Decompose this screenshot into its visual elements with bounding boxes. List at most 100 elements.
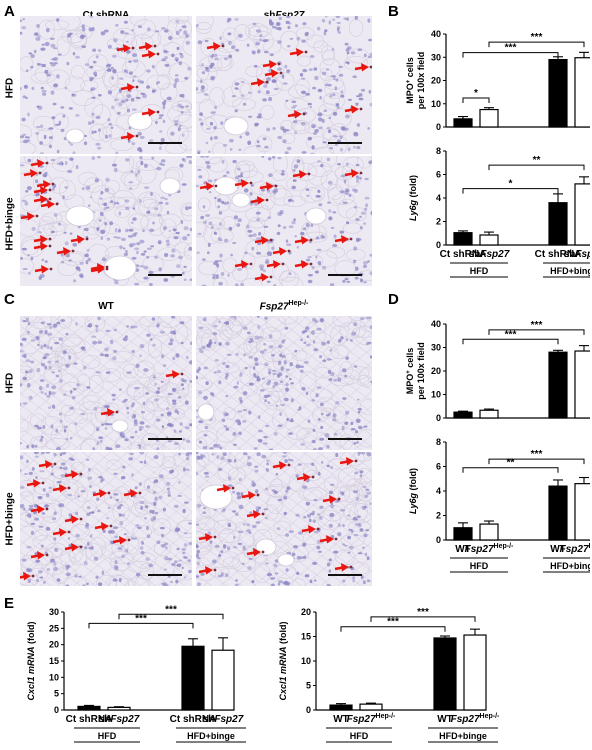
panel-a-row-label-hfd: HFD xyxy=(4,77,16,99)
x-category-label: Ct shRNA xyxy=(535,249,582,260)
red-arrow-icon xyxy=(334,563,353,572)
y-tick-label: 4 xyxy=(436,193,441,203)
x-category-label: Fsp27Hep-/- xyxy=(347,713,396,725)
red-arrow-icon xyxy=(339,457,358,466)
red-arrow-icon xyxy=(296,473,315,482)
x-category-label: WT xyxy=(455,544,471,555)
x-category-label: shFsp27 xyxy=(99,714,140,725)
y-tick-label: 20 xyxy=(49,640,59,650)
panel-letter-b: B xyxy=(388,3,399,20)
group-label: HFD+binge xyxy=(550,561,590,571)
bar xyxy=(107,706,131,711)
scale-bar xyxy=(148,274,182,276)
micrograph-texture xyxy=(196,16,372,154)
y-tick-label: 0 xyxy=(436,240,441,250)
significance-label: *** xyxy=(505,329,517,340)
x-category-label: Fsp27Hep-/- xyxy=(465,543,514,555)
micrograph-texture xyxy=(196,156,372,286)
bar xyxy=(548,58,568,128)
red-arrow-icon xyxy=(94,522,113,531)
red-arrow-icon xyxy=(301,525,320,534)
bar xyxy=(181,645,205,711)
x-category-label: Ct shRNA xyxy=(170,714,217,725)
group-label: HFD+binge xyxy=(439,731,487,741)
red-arrow-icon xyxy=(287,110,306,119)
red-arrow-icon xyxy=(52,528,71,537)
red-arrow-icon xyxy=(292,170,311,179)
bar xyxy=(211,649,235,711)
bar xyxy=(433,637,457,711)
y-tick-label: 5 xyxy=(54,689,59,699)
red-arrow-icon xyxy=(33,186,52,195)
x-category-label: WT xyxy=(333,714,349,725)
y-tick-label: 0 xyxy=(306,705,311,715)
bar xyxy=(479,234,499,246)
red-arrow-icon xyxy=(64,515,83,524)
significance-bracket xyxy=(370,616,476,622)
group-label: HFD xyxy=(350,731,369,741)
x-category-label: WT xyxy=(437,714,453,725)
red-arrow-icon xyxy=(38,460,57,469)
y-tick-label: 8 xyxy=(436,146,441,156)
group-label: HFD+binge xyxy=(187,731,235,741)
red-arrow-icon xyxy=(198,566,217,575)
red-arrow-icon xyxy=(20,572,35,581)
red-arrow-icon xyxy=(234,179,253,188)
red-arrow-icon xyxy=(289,48,308,57)
significance-bracket xyxy=(462,97,490,103)
significance-label: *** xyxy=(531,32,543,43)
bar xyxy=(548,351,568,419)
red-arrow-icon xyxy=(70,235,89,244)
bar xyxy=(359,703,383,711)
chart-e-left: 0 5 10 15 20 25 30 Cxcl1 mRNA (fold) *** *** Ct sh… xyxy=(26,604,246,743)
y-tick-label: 10 xyxy=(431,99,441,109)
significance-bracket xyxy=(88,622,194,629)
significance-label: *** xyxy=(165,604,177,615)
significance-label: *** xyxy=(531,449,543,460)
red-arrow-icon xyxy=(272,461,291,470)
scale-bar xyxy=(148,142,182,144)
x-category-label: WT xyxy=(550,544,566,555)
micrograph-texture xyxy=(196,452,372,586)
panel-c-col-title-wt: WT xyxy=(98,301,114,312)
bar xyxy=(77,705,101,711)
significance-bracket xyxy=(462,338,559,345)
micrograph-c-ko-hfd xyxy=(196,316,372,450)
significance-bracket xyxy=(462,188,559,194)
red-arrow-icon xyxy=(100,408,119,417)
micrograph-a-sh-binge xyxy=(196,156,372,286)
bar xyxy=(453,527,473,541)
red-arrow-icon xyxy=(165,370,184,379)
red-arrow-icon xyxy=(354,63,372,72)
significance-label: *** xyxy=(135,613,147,624)
scale-bar xyxy=(328,574,362,576)
y-axis-label: MPO+ cellsper 100x field xyxy=(405,342,426,400)
y-axis-label: Ly6g (fold) xyxy=(408,175,418,221)
group-label: HFD xyxy=(470,266,489,276)
red-arrow-icon xyxy=(206,42,225,51)
y-tick-label: 20 xyxy=(431,76,441,86)
significance-label: *** xyxy=(505,43,517,54)
bar xyxy=(453,232,473,246)
y-tick-label: 20 xyxy=(301,607,311,617)
x-category-label: Ct shRNA xyxy=(440,249,487,260)
red-arrow-icon xyxy=(120,132,139,141)
red-arrow-icon xyxy=(294,260,313,269)
red-arrow-icon xyxy=(344,105,363,114)
group-label: HFD xyxy=(470,561,489,571)
y-tick-label: 25 xyxy=(49,623,59,633)
significance-label: *** xyxy=(417,607,429,618)
bar xyxy=(574,483,590,541)
significance-label: * xyxy=(474,88,478,99)
red-arrow-icon xyxy=(23,169,42,178)
red-arrow-icon xyxy=(234,260,253,269)
scale-bar xyxy=(328,142,362,144)
micrograph-texture xyxy=(20,316,192,450)
panel-letter-a: A xyxy=(4,3,15,20)
red-arrow-icon xyxy=(26,479,45,488)
significance-label: *** xyxy=(531,320,543,331)
red-arrow-icon xyxy=(20,212,39,221)
red-arrow-icon xyxy=(116,44,135,53)
